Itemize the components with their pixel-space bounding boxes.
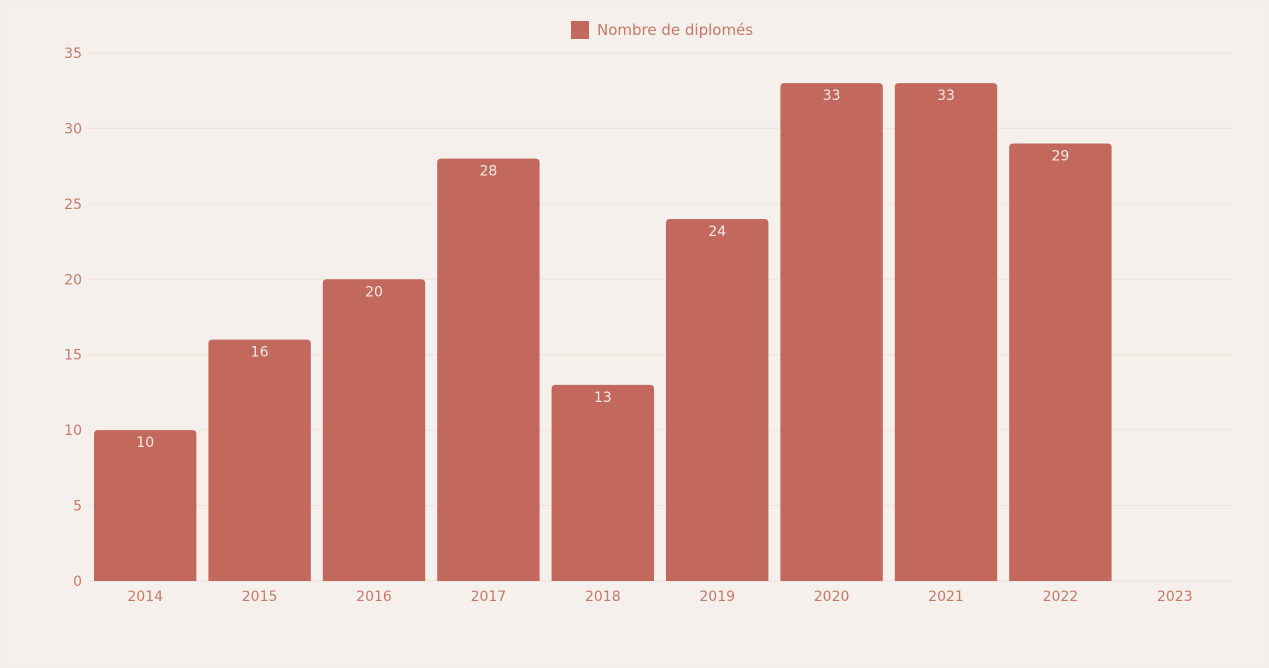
bar-value-label: 10 [136,435,154,451]
bar-chart: Nombre de diplomés 0 5 10 15 20 25 30 35 10 16 20… [64,21,1232,605]
legend[interactable]: Nombre de diplomés [571,21,753,39]
bar-2018[interactable] [551,384,654,581]
x-tick-label: 2023 [1157,589,1193,605]
bar-value-label: 33 [937,88,955,104]
legend-swatch [571,21,589,39]
bar-2017[interactable] [437,158,540,581]
bar-value-label: 33 [823,88,841,104]
bar-2019[interactable] [666,218,769,581]
y-tick-label: 35 [64,46,82,62]
x-tick-label: 2018 [585,589,621,605]
bar-value-label: 20 [365,284,383,300]
y-tick-label: 15 [64,348,82,364]
x-tick-label: 2021 [928,589,964,605]
x-tick-label: 2020 [814,589,850,605]
bars: 10 16 20 28 13 24 33 33 29 [94,83,1112,582]
bar-value-label: 16 [251,345,269,361]
bar-2016[interactable] [322,279,426,581]
x-tick-label: 2022 [1043,589,1079,605]
bar-2022[interactable] [1009,143,1112,581]
y-tick-label: 25 [64,197,82,213]
bar-2021[interactable] [894,83,998,582]
x-tick-label: 2017 [471,589,507,605]
bar-value-label: 29 [1051,149,1069,165]
x-tick-label: 2014 [127,589,163,605]
bar-value-label: 13 [594,390,612,406]
x-tick-label: 2019 [699,589,735,605]
y-tick-label: 5 [73,499,82,515]
x-tick-label: 2015 [242,589,278,605]
y-tick-label: 10 [64,423,82,439]
bar-value-label: 28 [479,164,497,180]
y-tick-label: 0 [73,574,82,590]
bar-2020[interactable] [780,83,883,582]
x-tick-label: 2016 [356,589,392,605]
x-axis: 2014 2015 2016 2017 2018 2019 2020 2021 2022 2023 [127,589,1192,605]
legend-label: Nombre de diplomés [597,21,753,39]
bar-value-label: 24 [708,224,726,240]
y-tick-label: 30 [64,121,82,137]
chart-card: Nombre de diplomés 0 5 10 15 20 25 30 35 10 16 20… [8,12,1262,662]
y-tick-label: 20 [64,272,82,288]
bar-2015[interactable] [208,339,311,581]
bar-2014[interactable] [94,430,197,581]
y-axis: 0 5 10 15 20 25 30 35 [64,46,82,590]
